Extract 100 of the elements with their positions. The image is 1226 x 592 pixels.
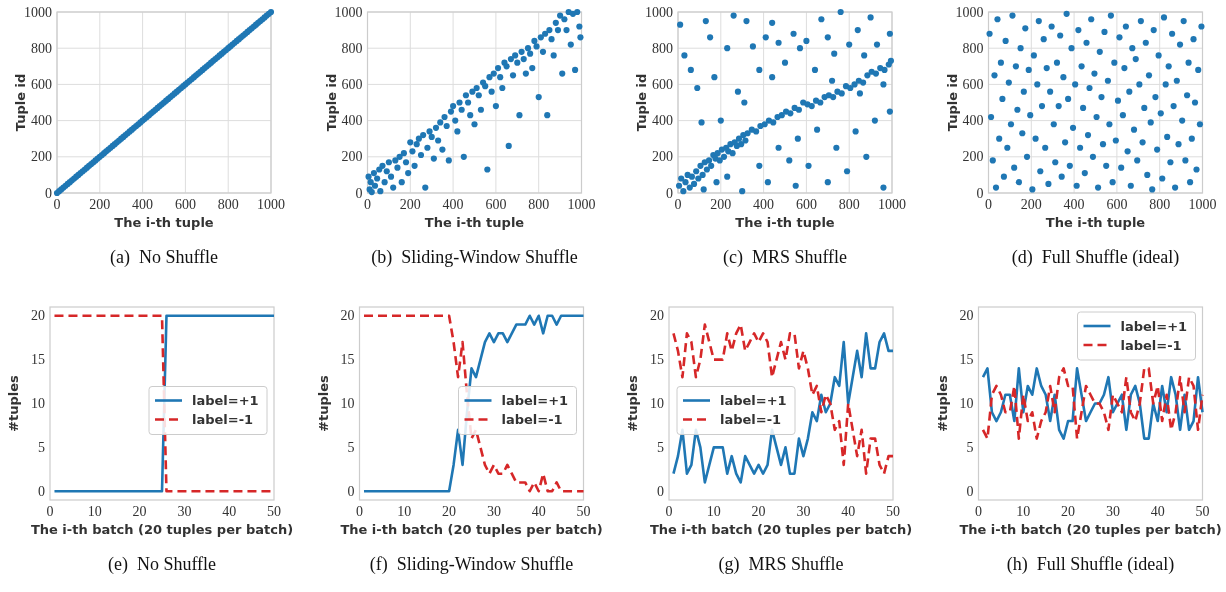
- x-tick-label: 800: [838, 197, 860, 212]
- y-tick-label: 600: [341, 76, 363, 92]
- legend-label: label=-1: [501, 412, 563, 427]
- y-tick-label: 1000: [955, 4, 984, 20]
- x-tick-label: 1000: [567, 197, 596, 212]
- x-tick-label: 800: [1149, 197, 1171, 212]
- y-tick-label: 15: [31, 352, 45, 368]
- y-tick-label: 600: [652, 76, 673, 92]
- y-tick-label: 1000: [334, 4, 363, 20]
- x-tick-label: 50: [886, 504, 900, 519]
- y-tick-label: 5: [38, 439, 45, 455]
- y-tick-label: 20: [959, 308, 974, 324]
- x-tick-label: 30: [177, 504, 192, 519]
- x-tick-label: 30: [1105, 504, 1120, 519]
- y-tick-label: 10: [31, 396, 45, 411]
- y-tick-label: 20: [650, 308, 664, 324]
- y-tick-label: 10: [340, 396, 355, 411]
- x-tick-label: 800: [528, 197, 550, 212]
- y-tick-label: 10: [959, 396, 974, 411]
- y-tick-label: 600: [962, 76, 984, 92]
- y-axis-title: Tuple id: [634, 73, 649, 132]
- y-tick-label: 5: [966, 439, 974, 455]
- y-tick-label: 800: [31, 40, 52, 56]
- x-tick-label: 40: [222, 504, 237, 519]
- x-tick-label: 40: [531, 504, 546, 519]
- y-tick-label: 5: [347, 439, 355, 455]
- x-tick-label: 40: [1150, 504, 1165, 519]
- y-tick-label: 400: [652, 113, 673, 129]
- x-tick-label: 800: [217, 197, 239, 212]
- x-axis-title: The i-th batch (20 tuples per batch): [959, 522, 1222, 537]
- y-axis-title: Tuple id: [323, 73, 339, 132]
- x-tick-label: 600: [795, 197, 817, 212]
- x-tick-label: 50: [576, 504, 591, 519]
- legend-label: label=+1: [720, 393, 787, 408]
- y-tick-label: 15: [959, 352, 974, 368]
- y-tick-label: 10: [650, 396, 664, 411]
- x-tick-label: 10: [1016, 504, 1031, 519]
- x-tick-label: 200: [399, 197, 421, 212]
- y-axis-title: #tuples: [934, 374, 950, 432]
- y-tick-label: 0: [38, 483, 45, 499]
- x-tick-label: 600: [174, 197, 196, 212]
- x-tick-label: 1000: [878, 197, 906, 212]
- x-tick-label: 20: [751, 504, 766, 519]
- x-tick-label: 30: [486, 504, 501, 519]
- text: (b) Sliding-Window Shuffle: [371, 247, 578, 268]
- x-tick-label: 400: [132, 197, 154, 212]
- y-tick-label: 1000: [24, 4, 52, 20]
- legend-label: label=+1: [192, 393, 259, 408]
- text: (c) MRS Shuffle: [722, 247, 848, 268]
- y-tick-label: 0: [966, 483, 974, 499]
- y-axis-title: #tuples: [625, 374, 640, 432]
- y-tick-label: 800: [962, 40, 984, 56]
- x-tick-label: 200: [1020, 197, 1042, 212]
- x-tick-label: 1000: [257, 197, 285, 212]
- y-tick-label: 200: [962, 149, 984, 165]
- y-tick-label: 200: [31, 149, 52, 165]
- y-tick-label: 400: [341, 113, 363, 129]
- x-tick-label: 600: [485, 197, 507, 212]
- x-axis-title: The i-th batch (20 tuples per batch): [30, 522, 294, 537]
- text: (a) No Shuffle: [109, 247, 219, 268]
- x-tick-label: 30: [796, 504, 811, 519]
- y-tick-label: 0: [666, 185, 673, 201]
- y-tick-label: 15: [340, 352, 355, 368]
- y-tick-label: 0: [657, 483, 664, 499]
- y-tick-label: 0: [976, 185, 984, 201]
- legend-label: label=+1: [1120, 318, 1188, 334]
- y-tick-label: 20: [31, 308, 45, 324]
- x-tick-label: 40: [841, 504, 856, 519]
- y-tick-label: 200: [341, 149, 363, 165]
- y-axis-title: #tuples: [315, 374, 331, 432]
- x-tick-label: 400: [442, 197, 464, 212]
- y-tick-label: 5: [657, 439, 664, 455]
- x-axis-title: The i-th batch (20 tuples per batch): [649, 522, 913, 537]
- y-tick-label: 0: [347, 483, 355, 499]
- y-tick-label: 400: [962, 113, 984, 129]
- text: (e) No Shuffle: [107, 554, 217, 575]
- text: (d) Full Shuffle (ideal): [1011, 247, 1180, 268]
- x-tick-label: 20: [442, 504, 457, 519]
- x-axis-title: The i-th batch (20 tuples per batch): [340, 522, 603, 537]
- line-series: [362, 314, 585, 493]
- text: (g) MRS Shuffle: [718, 554, 844, 575]
- legend-label: label=-1: [1120, 337, 1182, 353]
- y-tick-label: 0: [355, 185, 363, 201]
- x-tick-label: 10: [87, 504, 102, 519]
- x-tick-label: 10: [706, 504, 721, 519]
- y-tick-label: 800: [341, 40, 363, 56]
- x-tick-label: 400: [1063, 197, 1085, 212]
- legend-label: label=-1: [192, 412, 254, 427]
- x-axis-title: The i-th tuple: [114, 215, 214, 230]
- y-tick-label: 800: [652, 40, 673, 56]
- y-axis-title: Tuple id: [13, 73, 28, 132]
- text: (f) Sliding-Window Shuffle: [369, 554, 574, 575]
- y-tick-label: 20: [340, 308, 355, 324]
- y-axis-title: #tuples: [6, 374, 21, 432]
- x-tick-label: 400: [753, 197, 775, 212]
- x-axis-title: The i-th tuple: [735, 215, 835, 230]
- x-tick-label: 10: [397, 504, 412, 519]
- x-tick-label: 20: [1061, 504, 1076, 519]
- x-tick-label: 20: [132, 504, 147, 519]
- x-axis-title: The i-th tuple: [424, 215, 525, 230]
